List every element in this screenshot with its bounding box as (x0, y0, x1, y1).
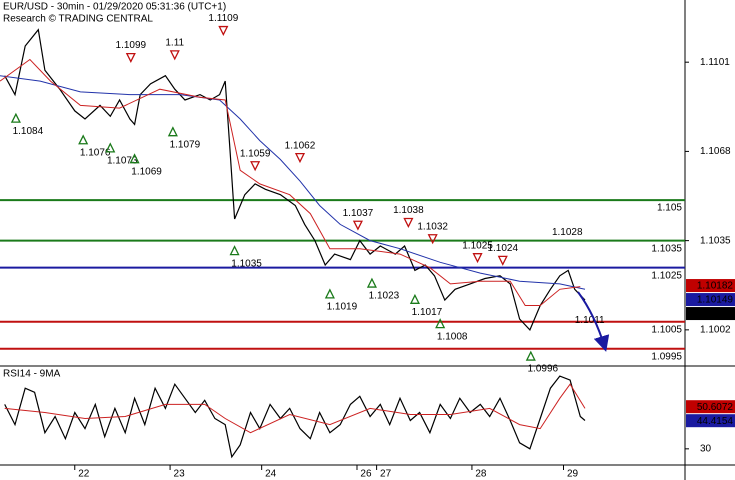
high-marker (294, 152, 306, 164)
price-label: 1.1011 (575, 315, 605, 326)
low-label: 1.1035 (231, 258, 262, 269)
x-tick-label: 27 (380, 469, 392, 480)
y-tick-label: 30 (700, 443, 712, 454)
low-marker (366, 277, 377, 288)
low-label: 1.1019 (327, 302, 358, 313)
x-tick-label: 23 (174, 469, 186, 480)
high-label: 1.1062 (285, 140, 316, 151)
low-label: 1.1079 (170, 139, 201, 150)
low-label: 1.0996 (528, 364, 559, 375)
low-marker (229, 245, 240, 256)
low-label: 1.1023 (369, 291, 400, 302)
level-label: 1.1035 (651, 243, 682, 254)
price-label: 1.1028 (552, 227, 583, 238)
low-label: 1.1069 (131, 166, 162, 177)
x-tick-label: 26 (360, 469, 372, 480)
x-tick-label: 22 (78, 469, 90, 480)
high-label: 1.1099 (116, 40, 147, 51)
value-tag (686, 279, 735, 293)
series-line (4, 375, 586, 459)
low-marker (78, 134, 89, 145)
y-tick-label: 1.1002 (700, 324, 731, 335)
high-label: 1.1059 (240, 148, 271, 159)
high-label: 1.1037 (343, 208, 374, 219)
low-marker (435, 318, 446, 329)
y-tick-label: 1.1035 (700, 235, 731, 246)
chart-subtitle: Research © TRADING CENTRAL (3, 14, 153, 25)
low-marker (525, 350, 536, 361)
high-marker (218, 25, 229, 37)
value-tag-label: 44.4154 (697, 416, 734, 427)
series-line (4, 383, 586, 434)
high-marker (403, 217, 414, 228)
low-label: 1.1073 (107, 156, 138, 167)
x-tick-label: 24 (265, 469, 277, 480)
low-label: 1.1084 (13, 126, 44, 137)
high-label: 1.1024 (487, 243, 518, 254)
series-line (0, 75, 586, 290)
low-marker (167, 126, 178, 137)
level-label: 1.1025 (651, 270, 682, 281)
level-label: 1.0995 (651, 351, 682, 362)
high-marker (472, 253, 483, 264)
x-tick-label: 28 (475, 469, 487, 480)
high-marker (497, 255, 508, 266)
low-label: 1.1017 (412, 307, 443, 318)
level-label: 1.1005 (651, 324, 682, 335)
y-tick-label: 1.1068 (700, 146, 731, 157)
value-tag (686, 307, 735, 321)
y-tick-label: 1.1101 (700, 57, 730, 68)
low-label: 1.1076 (80, 147, 111, 158)
high-label: 1.11 (165, 38, 184, 49)
rsi-title: RSI14 - 9MA (3, 369, 61, 380)
high-label: 1.1109 (208, 13, 238, 24)
value-tag (686, 293, 735, 307)
high-label: 1.1032 (417, 221, 448, 232)
low-marker (324, 288, 335, 299)
chart-title: EUR/USD - 30min - 01/29/2020 05:31:36 (U… (3, 2, 226, 13)
value-tag-label: 50.6072 (697, 402, 734, 413)
x-tick-label: 29 (567, 469, 579, 480)
value-tag (686, 400, 735, 414)
low-marker (409, 293, 420, 304)
level-label: 1.105 (657, 203, 682, 214)
high-label: 1.1038 (393, 205, 424, 216)
low-label: 1.1008 (437, 331, 468, 342)
high-marker (125, 52, 136, 64)
value-tag-label: 1.10136 (697, 309, 734, 320)
value-tag (686, 414, 735, 428)
high-marker (352, 220, 363, 231)
projection-arrow (577, 291, 610, 352)
value-tag-label: 1.10149 (697, 295, 734, 306)
series-line (0, 58, 581, 306)
low-marker (10, 112, 21, 123)
high-marker (427, 234, 438, 245)
low-marker (129, 153, 140, 164)
high-marker (169, 50, 180, 61)
value-tag-label: 1.10182 (697, 281, 734, 292)
high-label: 1.1025 (462, 240, 493, 251)
low-marker (105, 142, 116, 153)
high-marker (250, 161, 261, 172)
